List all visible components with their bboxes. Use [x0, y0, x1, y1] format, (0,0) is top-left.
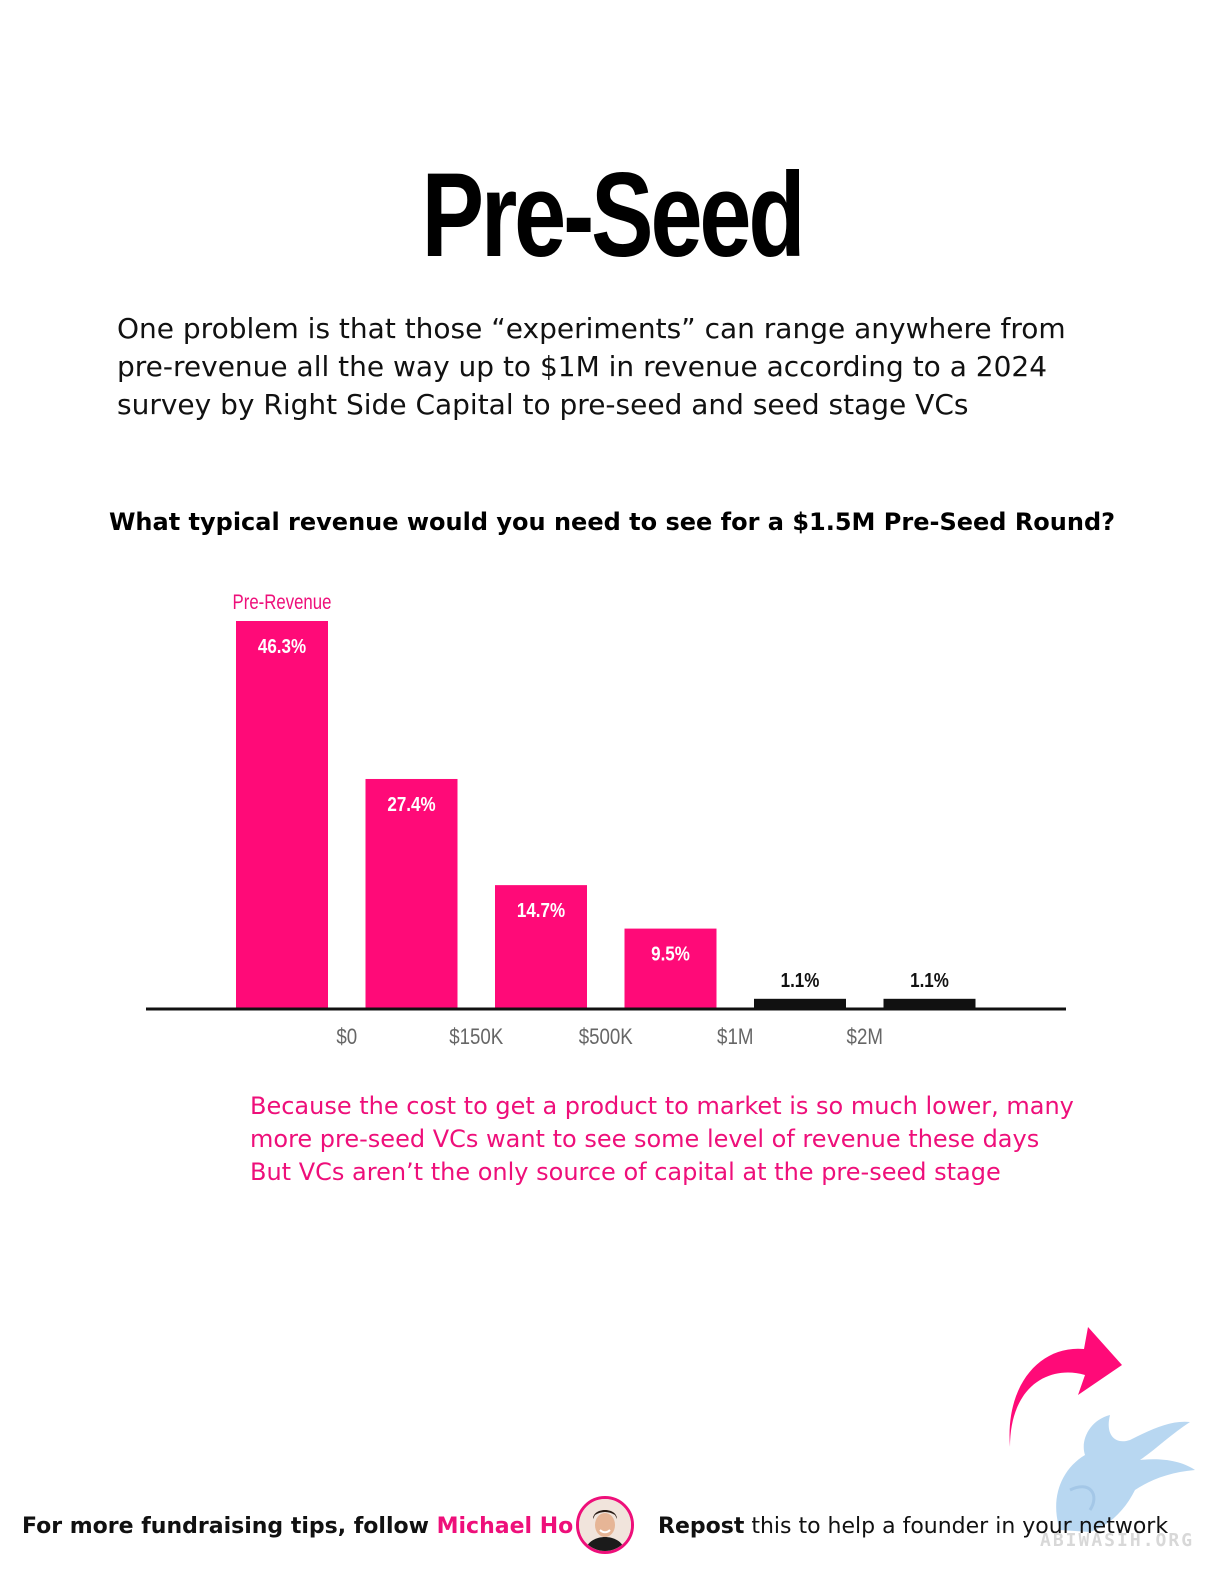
follow-text: For more fundraising tips, follow Michae… — [22, 1514, 573, 1539]
bar-value-label: 27.4% — [387, 793, 435, 816]
caption-line: more pre-seed VCs want to see some level… — [250, 1125, 1040, 1153]
repost-arrow-icon — [1009, 1327, 1122, 1447]
intro-line: One problem is that those “experiments” … — [117, 312, 1066, 345]
chart-title: What typical revenue would you need to s… — [108, 508, 1116, 536]
x-tick-label: $0 — [336, 1026, 357, 1050]
footer: For more fundraising tips, follow Michae… — [0, 1492, 1224, 1572]
bar-value-label: 46.3% — [258, 635, 306, 658]
bar-value-label: 14.7% — [517, 899, 565, 922]
caption-line: But VCs aren’t the only source of capita… — [250, 1158, 1001, 1186]
bar-value-label: 1.1% — [781, 968, 820, 991]
bar — [883, 998, 976, 1008]
author-name-link[interactable]: Michael Ho — [436, 1514, 574, 1539]
category-label-pre-revenue: Pre-Revenue — [233, 591, 332, 614]
follow-prefix: For more fundraising tips, follow — [22, 1514, 437, 1539]
bar-value-label: 1.1% — [910, 968, 949, 991]
repost-bold: Repost — [658, 1514, 745, 1539]
avatar-portrait-icon — [579, 1499, 631, 1551]
caption-line: Because the cost to get a product to mar… — [250, 1092, 1074, 1120]
intro-paragraph: One problem is that those “experiments” … — [117, 310, 1117, 424]
bar-value-label: 9.5% — [651, 942, 690, 965]
repost-rest: this to help a founder in your network — [744, 1514, 1169, 1539]
x-tick-label: $150K — [449, 1026, 503, 1050]
griffin-watermark-icon — [1056, 1415, 1195, 1532]
intro-line: survey by Right Side Capital to pre-seed… — [117, 388, 969, 421]
bar-chart: 46.3% 27.4% 14.7% 9.5% 1.1% 1.1% Pre-Revenue $0… — [146, 591, 1066, 1050]
x-tick-label: $500K — [579, 1026, 633, 1050]
bar — [495, 885, 587, 1008]
x-tick-label: $1M — [717, 1026, 753, 1050]
x-tick-label: $2M — [847, 1026, 883, 1050]
bar — [365, 778, 458, 1008]
bar — [624, 928, 717, 1008]
avatar[interactable] — [576, 1496, 634, 1554]
bar — [236, 621, 328, 1008]
page-title: Pre-Seed — [421, 148, 806, 282]
watermark-text: ABIWASIH.ORG — [1040, 1530, 1195, 1551]
intro-line: pre-revenue all the way up to $1M in rev… — [117, 350, 1048, 383]
bar — [754, 998, 846, 1008]
repost-text: Repost this to help a founder in your ne… — [658, 1514, 1168, 1539]
chart-caption: Because the cost to get a product to mar… — [250, 1090, 1150, 1189]
